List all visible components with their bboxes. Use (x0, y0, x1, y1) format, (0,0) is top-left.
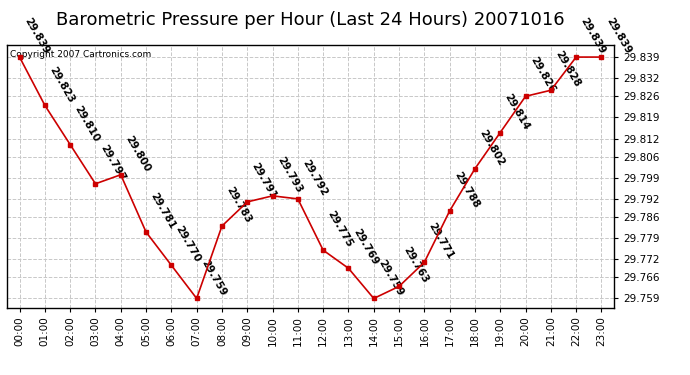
Text: 29.781: 29.781 (148, 191, 177, 231)
Text: 29.759: 29.759 (376, 258, 405, 297)
Text: Copyright 2007 Cartronics.com: Copyright 2007 Cartronics.com (10, 50, 151, 59)
Text: 29.770: 29.770 (174, 224, 203, 264)
Text: 29.763: 29.763 (402, 246, 431, 285)
Text: 29.810: 29.810 (72, 104, 101, 144)
Text: 29.771: 29.771 (427, 221, 455, 261)
Text: 29.802: 29.802 (477, 128, 506, 168)
Text: 29.839: 29.839 (22, 16, 51, 56)
Text: 29.783: 29.783 (224, 185, 253, 225)
Text: 29.788: 29.788 (452, 170, 481, 210)
Text: 29.800: 29.800 (124, 134, 152, 174)
Text: 29.814: 29.814 (503, 92, 531, 132)
Text: 29.792: 29.792 (300, 158, 329, 198)
Text: 29.826: 29.826 (528, 56, 557, 95)
Text: 29.797: 29.797 (98, 143, 127, 183)
Text: 29.823: 29.823 (48, 64, 76, 104)
Text: Barometric Pressure per Hour (Last 24 Hours) 20071016: Barometric Pressure per Hour (Last 24 Ho… (56, 11, 565, 29)
Text: 29.793: 29.793 (275, 155, 304, 195)
Text: 29.828: 29.828 (553, 50, 582, 89)
Text: 29.775: 29.775 (326, 209, 355, 249)
Text: 29.791: 29.791 (250, 161, 279, 201)
Text: 29.839: 29.839 (604, 16, 633, 56)
Text: 29.759: 29.759 (199, 258, 228, 297)
Text: 29.839: 29.839 (579, 16, 607, 56)
Text: 29.769: 29.769 (351, 228, 380, 267)
